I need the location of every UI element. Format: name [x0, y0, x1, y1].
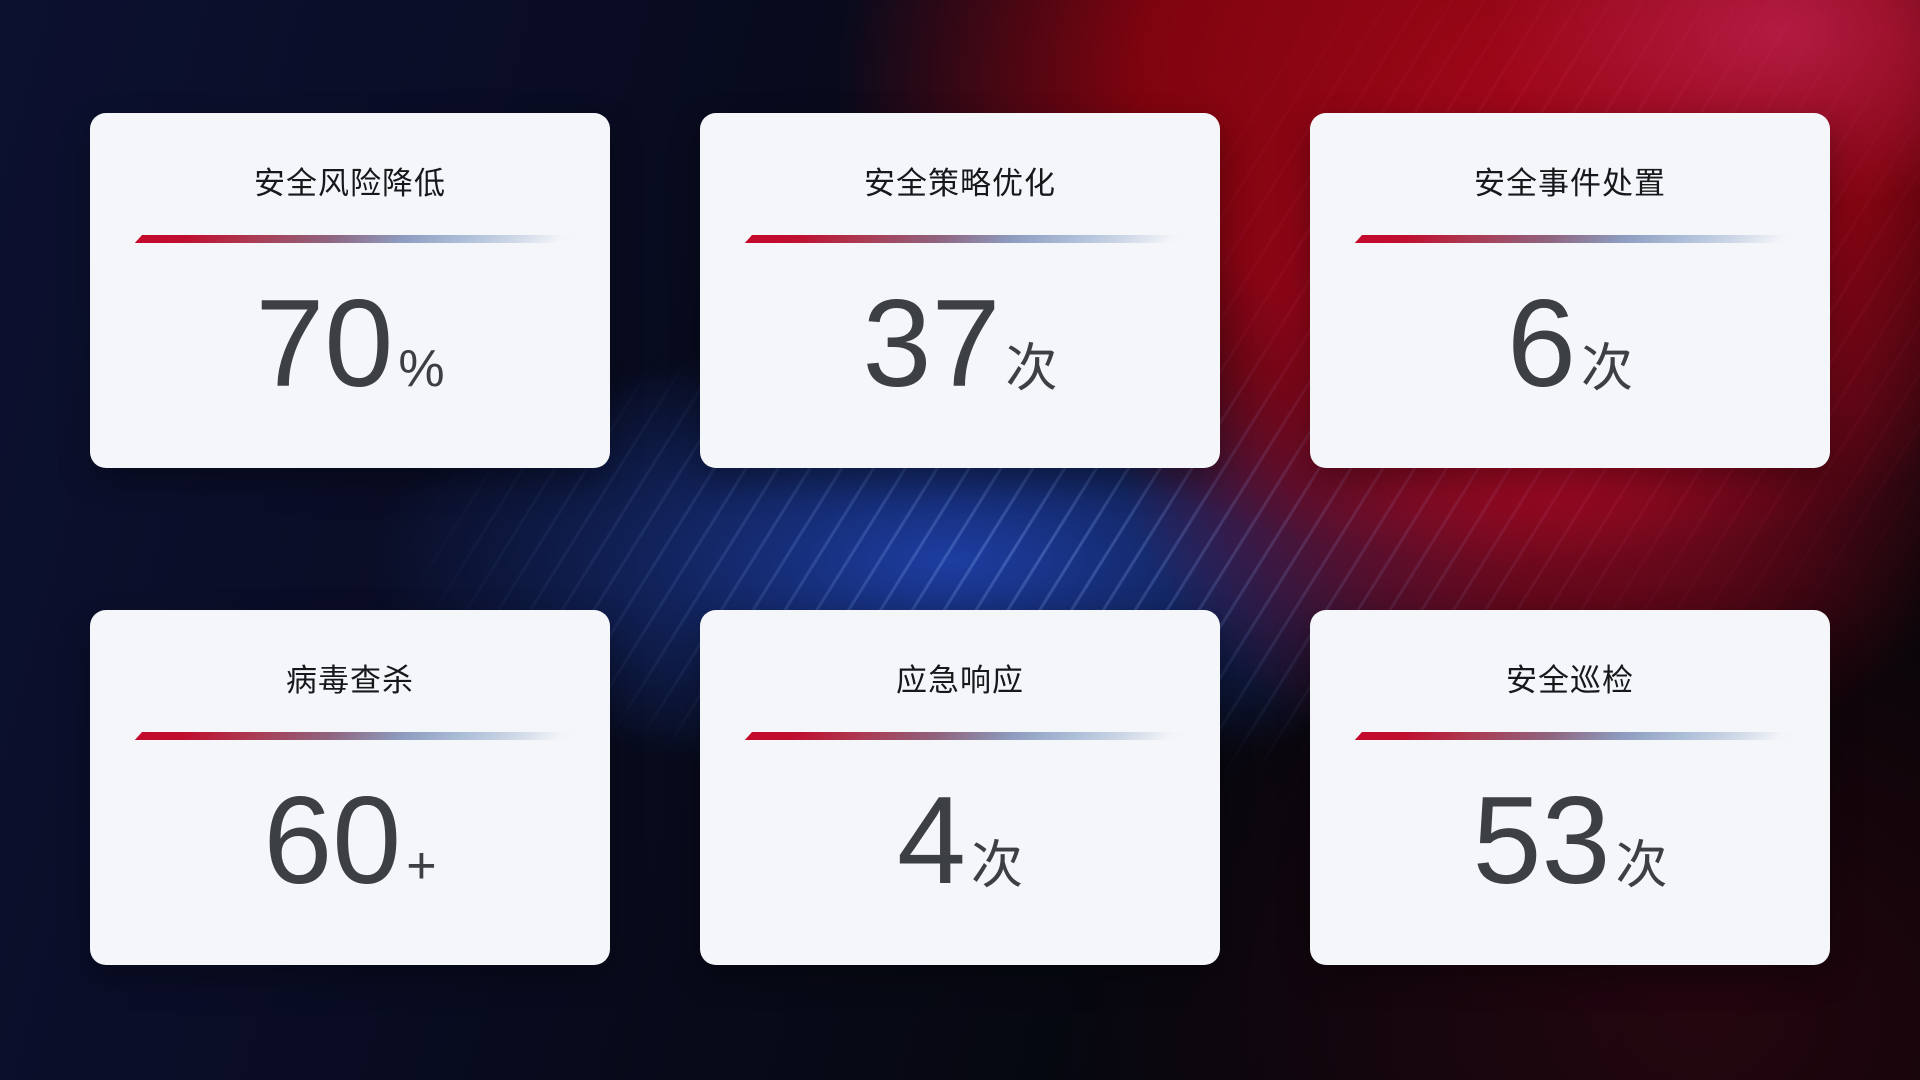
card-value: 70 — [255, 275, 394, 413]
stat-card-security-risk-reduction: 安全风险降低 70 % — [90, 113, 610, 468]
card-value: 37 — [862, 275, 1001, 413]
card-accent-divider — [134, 732, 598, 740]
card-unit: 次 — [970, 837, 1023, 895]
card-unit: + — [406, 837, 437, 895]
card-title: 安全事件处置 — [1474, 166, 1666, 201]
card-value-row: 53 次 — [1473, 779, 1668, 903]
card-title: 安全风险降低 — [254, 166, 446, 201]
card-value-row: 37 次 — [863, 282, 1058, 406]
card-value-row: 60 + — [263, 779, 436, 903]
card-value: 6 — [1507, 275, 1576, 413]
card-unit: 次 — [1580, 340, 1633, 398]
card-title: 安全策略优化 — [864, 166, 1056, 201]
stat-card-security-inspection: 安全巡检 53 次 — [1310, 610, 1830, 965]
stat-card-virus-scan: 病毒查杀 60 + — [90, 610, 610, 965]
card-accent-divider — [744, 235, 1207, 243]
card-accent-divider — [134, 235, 598, 243]
stat-card-security-incident-handling: 安全事件处置 6 次 — [1310, 113, 1830, 468]
stat-card-security-policy-optimization: 安全策略优化 37 次 — [700, 113, 1220, 468]
card-unit: % — [398, 340, 445, 398]
card-accent-divider — [1354, 732, 1817, 740]
stat-card-emergency-response: 应急响应 4 次 — [700, 610, 1220, 965]
card-accent-divider — [1354, 235, 1817, 243]
card-value: 4 — [897, 772, 966, 910]
card-unit: 次 — [1005, 340, 1058, 398]
card-title: 安全巡检 — [1506, 663, 1634, 698]
card-value-row: 4 次 — [897, 779, 1023, 903]
card-value-row: 70 % — [255, 282, 444, 406]
card-title: 病毒查杀 — [286, 663, 414, 698]
card-title: 应急响应 — [896, 663, 1024, 698]
card-unit: 次 — [1615, 837, 1668, 895]
card-value: 53 — [1472, 772, 1611, 910]
card-value: 60 — [263, 772, 402, 910]
card-value-row: 6 次 — [1507, 282, 1633, 406]
card-accent-divider — [744, 732, 1207, 740]
